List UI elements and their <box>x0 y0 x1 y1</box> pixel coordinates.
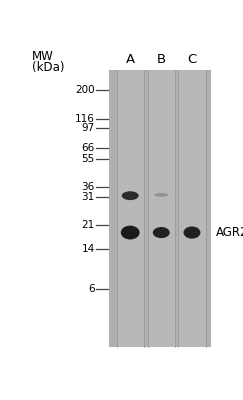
Text: 116: 116 <box>75 114 95 124</box>
Text: MW: MW <box>32 50 54 62</box>
Text: 6: 6 <box>88 284 95 294</box>
Text: 14: 14 <box>82 244 95 254</box>
Ellipse shape <box>183 226 200 239</box>
Bar <box>148 70 175 347</box>
Text: 31: 31 <box>82 192 95 202</box>
Text: 97: 97 <box>82 123 95 133</box>
Ellipse shape <box>121 226 139 240</box>
Ellipse shape <box>153 227 170 238</box>
Ellipse shape <box>122 191 139 200</box>
Bar <box>109 70 211 347</box>
Bar <box>178 70 206 347</box>
Text: C: C <box>187 53 197 66</box>
Text: 36: 36 <box>82 182 95 192</box>
Text: A: A <box>126 53 135 66</box>
Bar <box>117 70 144 347</box>
Text: 21: 21 <box>82 220 95 230</box>
Text: AGR2: AGR2 <box>216 226 243 239</box>
Text: B: B <box>157 53 166 66</box>
Ellipse shape <box>154 193 168 197</box>
Text: 66: 66 <box>82 143 95 153</box>
Text: (kDa): (kDa) <box>32 61 65 74</box>
Text: 200: 200 <box>75 84 95 94</box>
Text: 55: 55 <box>82 154 95 164</box>
